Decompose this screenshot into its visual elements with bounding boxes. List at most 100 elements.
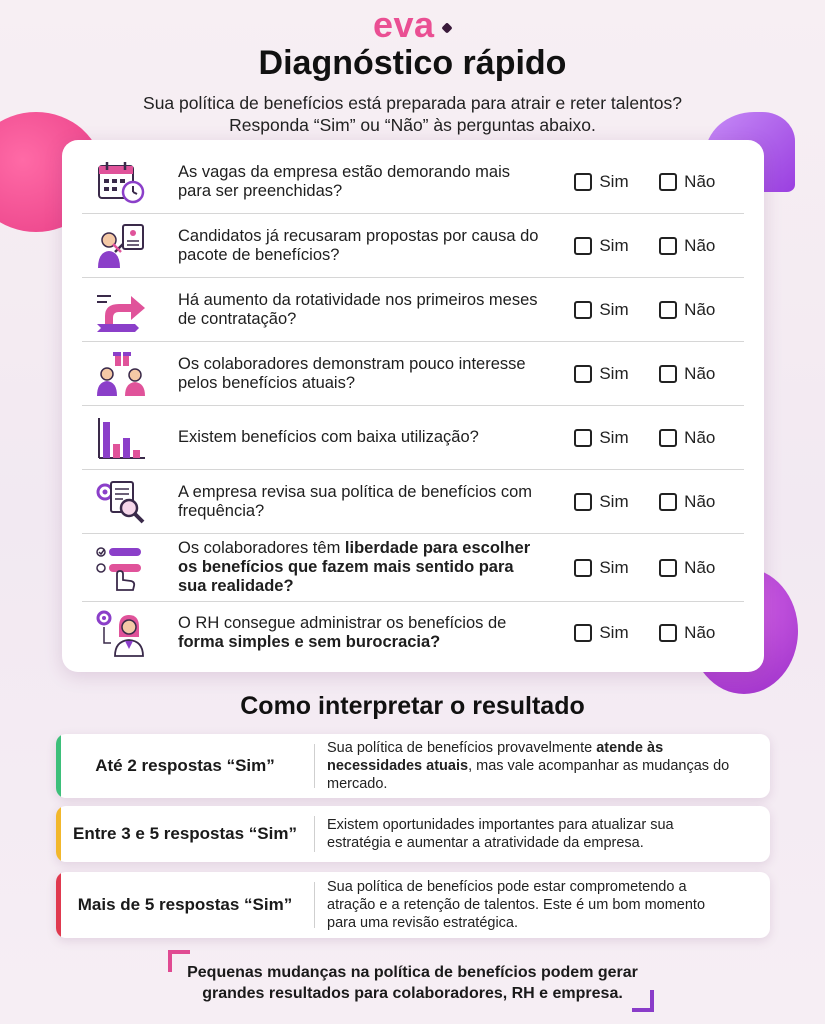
yes-checkbox[interactable]: [574, 492, 593, 511]
page-subtitle: Sua política de benefícios está preparad…: [0, 92, 825, 136]
questionnaire-card: As vagas da empresa estão demorando mais…: [62, 140, 764, 672]
yes-label: Sim: [599, 623, 629, 642]
answer-no[interactable]: Não: [659, 300, 744, 320]
result-label: Entre 3 e 5 respostas “Sim”: [73, 824, 297, 843]
question-text-bold: forma simples e sem burocracia?: [177, 633, 441, 651]
question-row: Os colaboradores demonstram pouco intere…: [82, 342, 744, 406]
result-accent-bar: [56, 872, 61, 938]
interpret-title: Como interpretar o resultado: [240, 692, 585, 720]
question-text: Os colaboradores demonstram pouco intere…: [177, 354, 526, 392]
answer-no[interactable]: Não: [659, 364, 744, 384]
result-card-mid: Entre 3 e 5 respostas “Sim” Existem opor…: [56, 806, 770, 862]
question-text: Os colaboradores têm liberdade para esco…: [178, 539, 544, 596]
answer-yes[interactable]: Sim: [574, 623, 659, 643]
question-row: O RH consegue administrar os benefícios …: [82, 602, 744, 664]
turnover-arrow-icon: [94, 285, 148, 335]
no-checkbox[interactable]: [659, 300, 678, 319]
answer-no[interactable]: Não: [659, 623, 744, 643]
yes-label: Sim: [599, 557, 629, 577]
no-label: Não: [684, 171, 716, 191]
result-card-low: Até 2 respostas “Sim” Sua política de be…: [56, 734, 770, 798]
yes-label: Sim: [599, 363, 629, 383]
footer-message: Pequenas mudanças na política de benefíc…: [0, 962, 825, 1004]
result-card-high: Mais de 5 respostas “Sim” Sua política d…: [56, 872, 770, 938]
result-text-b: , mas vale acompanhar as mudanças do mer…: [327, 758, 730, 792]
no-checkbox[interactable]: [659, 236, 678, 255]
question-text: A empresa revisa sua política de benefíc…: [177, 482, 533, 520]
logo-dot: [441, 22, 453, 34]
answer-no[interactable]: Não: [659, 172, 744, 192]
question-row: A empresa revisa sua política de benefíc…: [82, 470, 744, 534]
calendar-clock-icon: [94, 157, 148, 207]
page-title: Diagnóstico rápido: [258, 44, 567, 82]
question-text: Candidatos já recusaram propostas por ca…: [177, 226, 539, 264]
yes-checkbox[interactable]: [574, 364, 593, 383]
result-text-bold: atende às necessidades atuais: [327, 740, 664, 774]
document-search-icon: [94, 477, 148, 527]
result-label: Mais de 5 respostas “Sim”: [77, 895, 293, 914]
footer-line-2: grandes resultados para colaboradores, R…: [202, 985, 623, 1002]
result-divider: [314, 816, 315, 852]
no-label: Não: [684, 427, 716, 447]
result-text: Sua política de benefícios provavelmente…: [315, 739, 735, 793]
result-text: Existem oportunidades importantes para a…: [327, 817, 674, 851]
no-label: Não: [684, 363, 716, 383]
answer-yes[interactable]: Sim: [574, 172, 659, 192]
answer-yes[interactable]: Sim: [574, 558, 659, 578]
yes-checkbox[interactable]: [574, 624, 593, 642]
result-accent-bar: [56, 734, 61, 798]
answer-yes[interactable]: Sim: [574, 236, 659, 256]
question-row: Os colaboradores têm liberdade para esco…: [82, 534, 744, 602]
result-text-a: Sua política de benefícios provavelmente: [327, 740, 597, 756]
result-divider: [314, 882, 315, 928]
answer-yes[interactable]: Sim: [574, 300, 659, 320]
no-checkbox[interactable]: [659, 492, 678, 511]
yes-label: Sim: [599, 491, 629, 511]
people-gift-icon: [94, 349, 148, 399]
yes-label: Sim: [599, 427, 629, 447]
corner-bracket-bottom-right: [632, 990, 654, 1012]
question-text-plain: Os colaboradores têm: [177, 539, 345, 557]
no-checkbox[interactable]: [659, 558, 678, 577]
yes-checkbox[interactable]: [574, 428, 593, 447]
no-label: Não: [684, 557, 716, 577]
subtitle-line-2: Responda “Sim” ou “Não” às perguntas aba…: [229, 115, 596, 135]
answer-yes[interactable]: Sim: [574, 492, 659, 512]
result-divider: [314, 744, 315, 788]
candidate-reject-icon: [94, 221, 148, 271]
eva-logo: eva: [373, 4, 435, 45]
subtitle-line-1: Sua política de benefícios está preparad…: [143, 93, 682, 113]
no-checkbox[interactable]: [659, 364, 678, 383]
answer-no[interactable]: Não: [659, 428, 744, 448]
answer-yes[interactable]: Sim: [574, 364, 659, 384]
question-text-bold: liberdade para escolher os benefícios qu…: [177, 539, 531, 595]
yes-label: Sim: [599, 171, 629, 191]
question-row: Existem benefícios com baixa utilização?…: [82, 406, 744, 470]
yes-checkbox[interactable]: [574, 558, 593, 577]
choice-hand-icon: [94, 543, 148, 593]
yes-checkbox[interactable]: [574, 172, 593, 191]
result-label: Até 2 respostas “Sim”: [95, 756, 275, 775]
yes-label: Sim: [599, 299, 629, 319]
yes-checkbox[interactable]: [574, 300, 593, 319]
result-accent-bar: [56, 806, 61, 862]
question-text: Existem benefícios com baixa utilização?: [177, 428, 479, 446]
question-row: Há aumento da rotatividade nos primeiros…: [82, 278, 744, 342]
answer-no[interactable]: Não: [659, 558, 744, 578]
bar-chart-icon: [94, 413, 148, 463]
yes-label: Sim: [599, 235, 629, 255]
question-text: O RH consegue administrar os benefícios …: [178, 614, 544, 652]
answer-no[interactable]: Não: [659, 492, 744, 512]
answer-yes[interactable]: Sim: [574, 428, 659, 448]
answer-no[interactable]: Não: [659, 236, 744, 256]
result-text: Sua política de benefícios pode estar co…: [327, 879, 706, 931]
no-checkbox[interactable]: [659, 624, 678, 642]
no-label: Não: [684, 623, 716, 642]
no-checkbox[interactable]: [659, 172, 678, 191]
yes-checkbox[interactable]: [574, 236, 593, 255]
question-text: As vagas da empresa estão demorando mais…: [177, 162, 510, 200]
question-text-plain: O RH consegue administrar os benefícios …: [177, 614, 507, 632]
no-checkbox[interactable]: [659, 428, 678, 447]
no-label: Não: [684, 491, 716, 511]
no-label: Não: [684, 299, 716, 319]
